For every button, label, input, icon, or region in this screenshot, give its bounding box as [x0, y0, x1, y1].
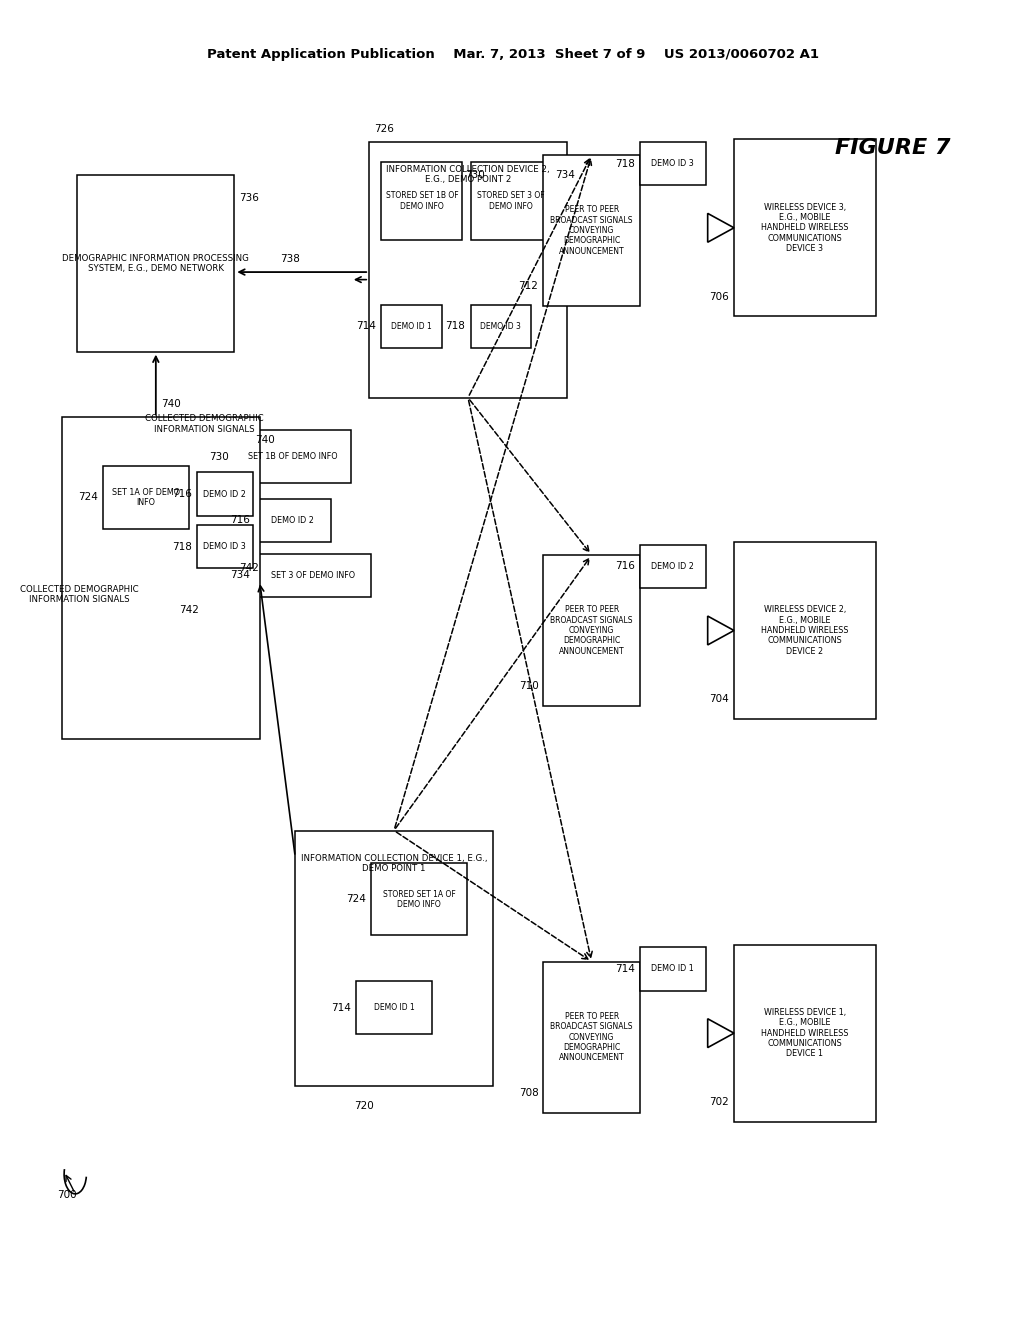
Text: DEMO ID 3: DEMO ID 3	[651, 158, 694, 168]
Text: FIGURE 7: FIGURE 7	[836, 139, 951, 158]
Text: 724: 724	[78, 492, 97, 503]
Bar	[734, 945, 876, 1122]
Text: 714: 714	[614, 964, 635, 974]
Bar	[544, 154, 640, 306]
Text: 720: 720	[354, 1101, 374, 1111]
Bar	[470, 305, 531, 348]
Text: 702: 702	[710, 1097, 729, 1107]
Text: DEMO ID 1: DEMO ID 1	[374, 1003, 415, 1012]
Text: DEMOGRAPHIC INFORMATION PROCESSING
SYSTEM, E.G., DEMO NETWORK: DEMOGRAPHIC INFORMATION PROCESSING SYSTE…	[62, 253, 249, 273]
Bar	[734, 543, 876, 719]
Text: 704: 704	[710, 694, 729, 705]
Text: SET 1B OF DEMO INFO: SET 1B OF DEMO INFO	[248, 453, 338, 461]
Text: 730: 730	[210, 451, 229, 462]
Bar	[371, 863, 468, 936]
Bar	[470, 161, 552, 240]
Text: 714: 714	[331, 1003, 351, 1012]
Text: STORED SET 1A OF
DEMO INFO: STORED SET 1A OF DEMO INFO	[383, 890, 456, 909]
Text: 714: 714	[356, 321, 376, 331]
Text: SET 3 OF DEMO INFO: SET 3 OF DEMO INFO	[271, 570, 355, 579]
Bar	[734, 140, 876, 317]
Text: DEMO ID 2: DEMO ID 2	[271, 516, 314, 525]
Text: 718: 718	[614, 158, 635, 169]
Text: 726: 726	[374, 124, 394, 133]
Text: PEER TO PEER
BROADCAST SIGNALS
CONVEYING
DEMOGRAPHIC
ANNOUNCEMENT: PEER TO PEER BROADCAST SIGNALS CONVEYING…	[550, 205, 633, 256]
Text: DEMO ID 2: DEMO ID 2	[204, 490, 246, 499]
Bar	[62, 417, 260, 739]
Bar	[381, 161, 463, 240]
Text: 736: 736	[240, 193, 259, 203]
Text: 716: 716	[614, 561, 635, 572]
Text: 734: 734	[555, 170, 574, 180]
Text: INFORMATION COLLECTION DEVICE 1, E.G.,
DEMO POINT 1: INFORMATION COLLECTION DEVICE 1, E.G., D…	[301, 854, 487, 873]
Text: 734: 734	[229, 570, 250, 581]
Text: 718: 718	[172, 541, 191, 552]
Text: 724: 724	[346, 895, 367, 904]
Bar	[640, 141, 706, 185]
Text: DEMO ID 3: DEMO ID 3	[480, 322, 521, 331]
Text: DEMO ID 1: DEMO ID 1	[391, 322, 432, 331]
Text: 712: 712	[518, 281, 539, 292]
Bar	[544, 556, 640, 706]
Text: 740: 740	[255, 434, 274, 445]
Bar	[197, 473, 253, 516]
Bar	[370, 141, 567, 397]
Bar	[77, 174, 234, 351]
Polygon shape	[708, 616, 734, 645]
Text: 716: 716	[229, 515, 250, 525]
Text: SET 1A OF DEMO
INFO: SET 1A OF DEMO INFO	[112, 487, 180, 507]
Text: DEMO ID 1: DEMO ID 1	[651, 965, 694, 973]
Text: INFORMATION COLLECTION DEVICE 2,
E.G., DEMO POINT 2: INFORMATION COLLECTION DEVICE 2, E.G., D…	[386, 165, 550, 185]
Bar	[255, 554, 371, 597]
Bar	[295, 830, 493, 1086]
Bar	[381, 305, 442, 348]
Text: DEMO ID 3: DEMO ID 3	[204, 543, 246, 550]
Text: 710: 710	[519, 681, 539, 692]
Bar	[102, 466, 188, 529]
Text: DEMO ID 2: DEMO ID 2	[651, 562, 694, 570]
Text: 740: 740	[161, 399, 180, 409]
Text: 708: 708	[519, 1088, 539, 1098]
Text: 742: 742	[240, 564, 259, 573]
Bar	[255, 499, 331, 543]
Polygon shape	[708, 1019, 734, 1048]
Text: 730: 730	[466, 170, 485, 180]
Text: STORED SET 3 OF
DEMO INFO: STORED SET 3 OF DEMO INFO	[477, 191, 545, 211]
Text: STORED SET 1B OF
DEMO INFO: STORED SET 1B OF DEMO INFO	[386, 191, 458, 211]
Text: Patent Application Publication    Mar. 7, 2013  Sheet 7 of 9    US 2013/0060702 : Patent Application Publication Mar. 7, 2…	[207, 48, 819, 61]
Polygon shape	[708, 214, 734, 243]
Bar	[197, 525, 253, 568]
Text: WIRELESS DEVICE 1,
E.G., MOBILE
HANDHELD WIRELESS
COMMUNICATIONS
DEVICE 1: WIRELESS DEVICE 1, E.G., MOBILE HANDHELD…	[761, 1008, 849, 1059]
Text: COLLECTED DEMOGRAPHIC
INFORMATION SIGNALS: COLLECTED DEMOGRAPHIC INFORMATION SIGNAL…	[144, 414, 263, 433]
Text: 700: 700	[57, 1191, 77, 1200]
Text: 742: 742	[178, 605, 199, 615]
Text: PEER TO PEER
BROADCAST SIGNALS
CONVEYING
DEMOGRAPHIC
ANNOUNCEMENT: PEER TO PEER BROADCAST SIGNALS CONVEYING…	[550, 1012, 633, 1063]
Text: WIRELESS DEVICE 2,
E.G., MOBILE
HANDHELD WIRELESS
COMMUNICATIONS
DEVICE 2: WIRELESS DEVICE 2, E.G., MOBILE HANDHELD…	[761, 605, 849, 656]
Text: WIRELESS DEVICE 3,
E.G., MOBILE
HANDHELD WIRELESS
COMMUNICATIONS
DEVICE 3: WIRELESS DEVICE 3, E.G., MOBILE HANDHELD…	[761, 202, 849, 253]
Text: 738: 738	[280, 253, 300, 264]
Text: COLLECTED DEMOGRAPHIC
INFORMATION SIGNALS: COLLECTED DEMOGRAPHIC INFORMATION SIGNAL…	[20, 585, 138, 605]
Bar	[234, 430, 351, 483]
Bar	[544, 962, 640, 1113]
Text: 706: 706	[710, 292, 729, 302]
Bar	[356, 981, 432, 1034]
Text: 716: 716	[172, 490, 191, 499]
Bar	[640, 948, 706, 990]
Text: PEER TO PEER
BROADCAST SIGNALS
CONVEYING
DEMOGRAPHIC
ANNOUNCEMENT: PEER TO PEER BROADCAST SIGNALS CONVEYING…	[550, 605, 633, 656]
Bar	[640, 545, 706, 587]
Text: 718: 718	[445, 321, 466, 331]
